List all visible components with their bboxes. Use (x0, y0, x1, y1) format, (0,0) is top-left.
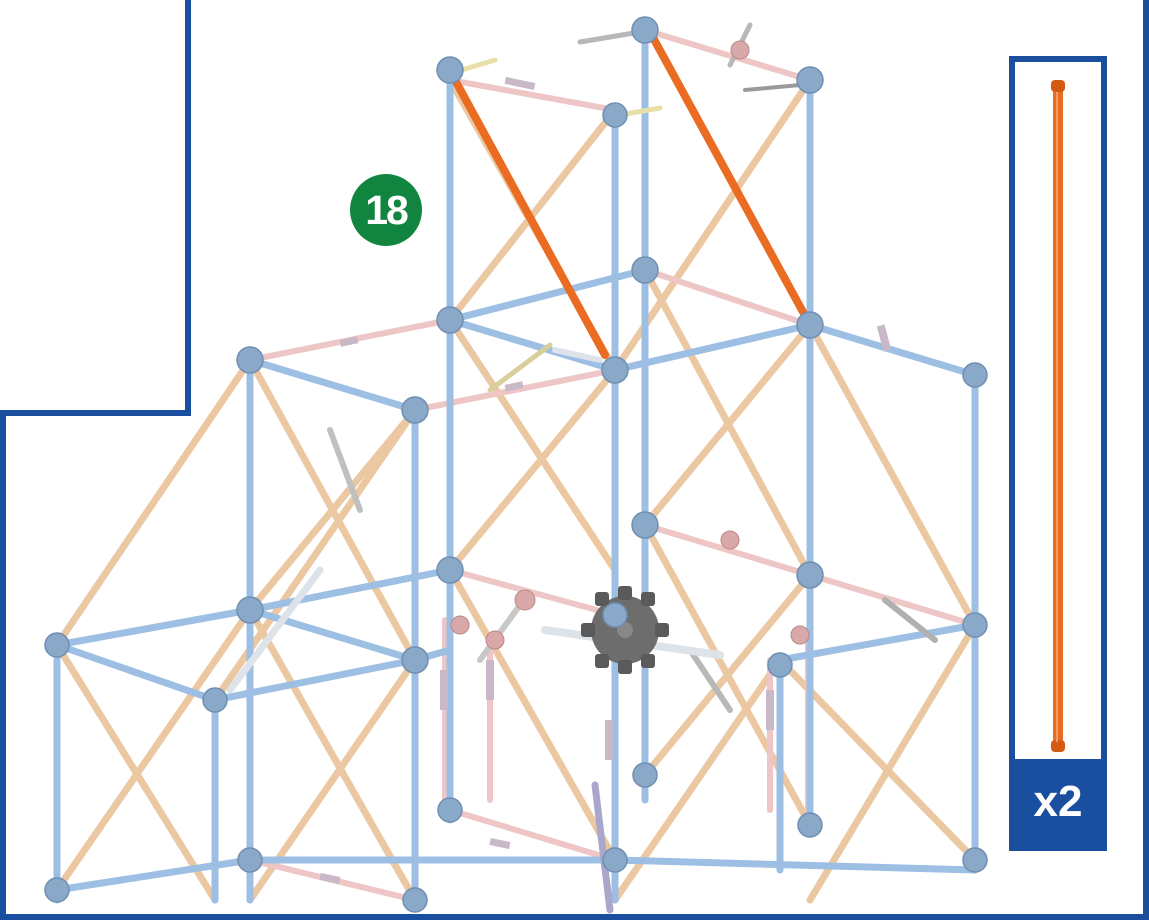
rod-clips (319, 76, 892, 884)
inset-view (0, 0, 191, 416)
pink-connectors (450, 40, 810, 650)
step-number-badge: 18 (350, 174, 422, 246)
new-orange-rods (451, 28, 807, 359)
gear-wheel-icon (581, 586, 669, 674)
parts-panel: x2 (1009, 56, 1107, 851)
orange-rod-icon (1051, 80, 1065, 752)
connectors (44, 16, 988, 913)
accessory-parts (57, 12, 938, 914)
part-quantity-label: x2 (1015, 759, 1101, 845)
